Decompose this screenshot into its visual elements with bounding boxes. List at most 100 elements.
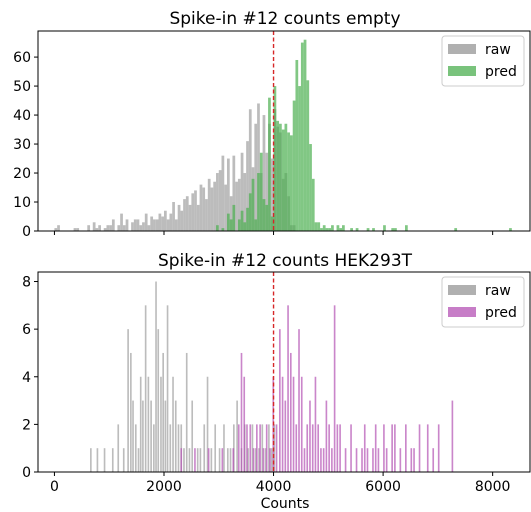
pred-bar bbox=[317, 424, 320, 472]
raw-bar bbox=[177, 204, 181, 231]
raw-bar bbox=[191, 400, 194, 472]
pred-bar bbox=[306, 424, 309, 472]
raw-bar bbox=[257, 103, 260, 231]
raw-bar bbox=[261, 424, 264, 472]
pred-bar bbox=[279, 329, 281, 472]
pred-bar bbox=[309, 144, 312, 231]
raw-bar bbox=[232, 155, 236, 231]
pred-bar bbox=[207, 448, 210, 472]
pred-bar bbox=[221, 448, 224, 472]
raw-bar bbox=[199, 448, 202, 472]
pred-bar bbox=[289, 135, 293, 231]
raw-bar bbox=[183, 199, 186, 231]
pred-bar bbox=[418, 424, 421, 472]
raw-bar bbox=[270, 158, 274, 231]
raw-bar bbox=[273, 424, 276, 472]
raw-bar bbox=[120, 213, 123, 231]
pred-bar bbox=[240, 352, 243, 472]
pred-bar bbox=[317, 222, 321, 231]
raw-bar bbox=[174, 219, 178, 231]
raw-bar bbox=[134, 424, 137, 472]
raw-bar bbox=[223, 424, 225, 472]
pred-bar bbox=[276, 120, 280, 231]
pred-bar bbox=[292, 100, 296, 231]
pred-bar bbox=[249, 424, 252, 472]
pred-bar bbox=[237, 424, 240, 472]
pred-bar bbox=[311, 178, 315, 231]
plot-frame bbox=[37, 271, 531, 473]
x-axis-ticks: 0 2000 4000 6000 8000 bbox=[50, 472, 510, 495]
pred-bar bbox=[355, 448, 358, 472]
legend-label-pred: pred bbox=[485, 305, 517, 321]
raw-bar bbox=[166, 219, 170, 231]
pred-bar bbox=[451, 400, 454, 472]
pred-bar bbox=[292, 376, 295, 472]
raw-bar bbox=[142, 400, 144, 472]
pred-bar bbox=[342, 225, 345, 231]
raw-bar bbox=[98, 225, 101, 231]
raw-bar bbox=[144, 213, 148, 231]
raw-bar bbox=[155, 219, 159, 231]
raw-bar bbox=[262, 115, 266, 231]
raw-bar bbox=[226, 448, 229, 472]
raw-bar bbox=[111, 219, 115, 231]
pred-bar bbox=[325, 228, 329, 231]
pred-bar bbox=[344, 448, 347, 472]
pred-bar bbox=[454, 228, 458, 231]
chart-title: Spike-in #12 counts empty bbox=[169, 9, 400, 29]
pred-bar bbox=[432, 448, 435, 472]
pred-bar bbox=[405, 424, 407, 472]
pred-bar bbox=[366, 448, 369, 472]
raw-bar bbox=[210, 187, 214, 231]
pred-bar bbox=[246, 207, 249, 231]
raw-bar bbox=[247, 448, 249, 472]
raw-bar bbox=[109, 225, 112, 231]
pred-bar bbox=[256, 424, 258, 472]
raw-bar bbox=[150, 216, 154, 231]
pred-bar bbox=[320, 448, 322, 472]
raw-bar bbox=[248, 109, 252, 231]
legend-label-pred: pred bbox=[485, 64, 517, 80]
raw-bar bbox=[144, 305, 147, 472]
pred-bar bbox=[303, 448, 306, 472]
raw-bar bbox=[139, 225, 143, 231]
pred-bar bbox=[237, 219, 241, 231]
y-tick-label: 0 bbox=[22, 224, 31, 240]
raw-bar bbox=[174, 400, 177, 472]
pred-bar bbox=[194, 448, 196, 472]
x-tick-label: 6000 bbox=[365, 479, 401, 495]
legend-label-raw: raw bbox=[485, 42, 511, 58]
raw-bar bbox=[160, 376, 162, 472]
pred-bar bbox=[405, 225, 408, 231]
legend: raw pred bbox=[441, 276, 525, 328]
raw-bar bbox=[258, 448, 260, 472]
pred-bar bbox=[309, 400, 311, 472]
pred-bar bbox=[374, 424, 377, 472]
pred-bar bbox=[328, 424, 330, 472]
pred-bar bbox=[426, 424, 429, 472]
y-tick-label: 8 bbox=[22, 275, 31, 291]
pred-bar bbox=[281, 129, 285, 231]
raw-bar bbox=[153, 219, 156, 231]
raw-bar bbox=[137, 448, 140, 472]
raw-bar bbox=[158, 213, 162, 231]
raw-bar bbox=[96, 448, 99, 472]
y-axis-ticks: 0 2 4 6 8 bbox=[22, 275, 38, 481]
pred-bar bbox=[284, 400, 287, 472]
pred-bar bbox=[229, 219, 233, 231]
pred-bar bbox=[391, 228, 395, 231]
pred-bar bbox=[298, 86, 301, 231]
y-tick-label: 4 bbox=[22, 370, 31, 386]
pred-bar bbox=[298, 329, 300, 472]
raw-bar bbox=[207, 178, 211, 231]
raw-bar bbox=[131, 222, 134, 231]
pred-bar bbox=[399, 448, 402, 472]
pred-bar bbox=[322, 448, 325, 472]
pred-bar bbox=[394, 228, 397, 231]
pred-bar bbox=[240, 210, 244, 231]
x-axis-ticks bbox=[53, 231, 494, 235]
pred-bar bbox=[281, 376, 284, 472]
raw-bar bbox=[142, 222, 145, 231]
raw-bar bbox=[229, 196, 233, 231]
y-tick-label: 6 bbox=[22, 322, 31, 338]
